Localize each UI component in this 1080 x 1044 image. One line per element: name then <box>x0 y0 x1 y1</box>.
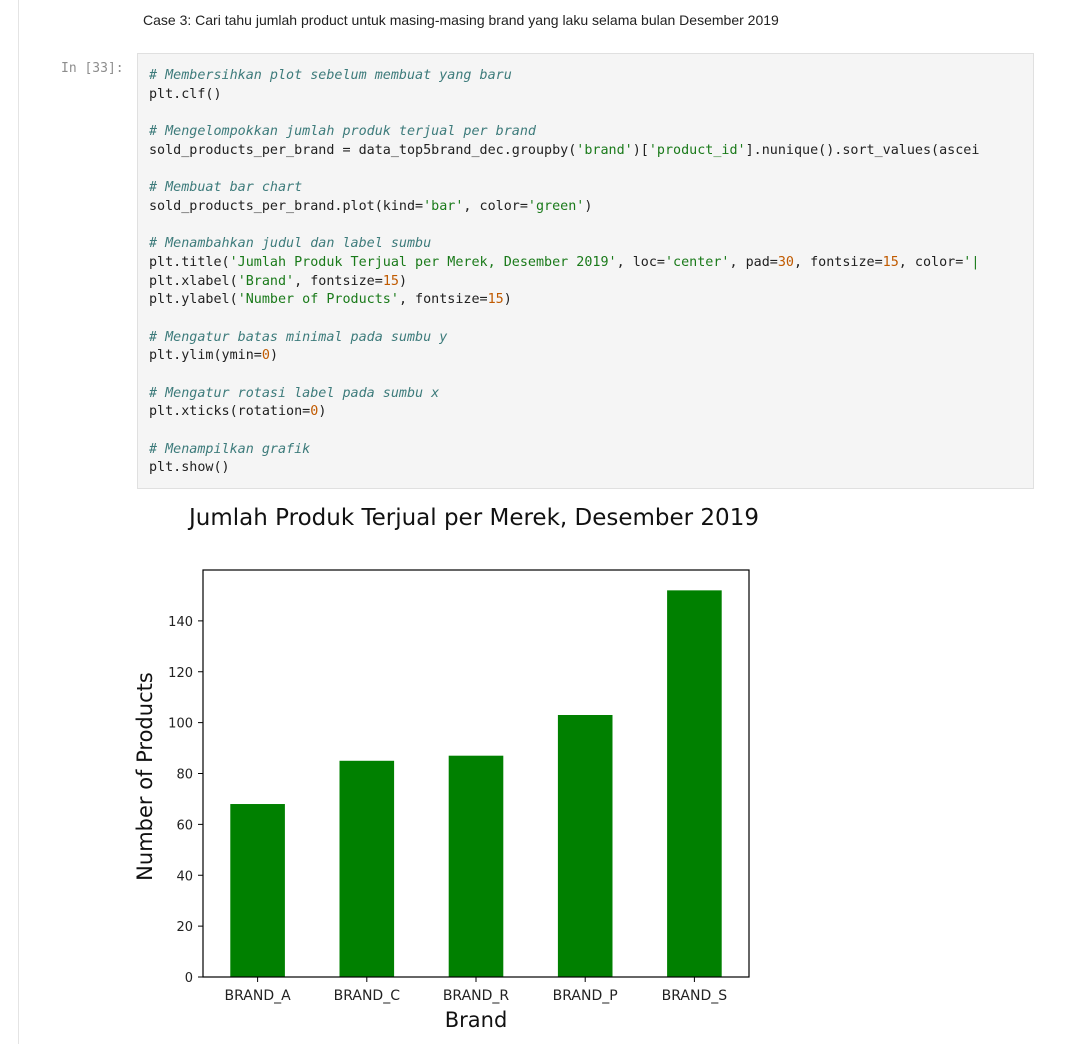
x-axis-label: Brand <box>445 1008 508 1032</box>
code-editor[interactable]: # Membersihkan plot sebelum membuat yang… <box>149 67 979 478</box>
code-comment: # Menambahkan judul dan label sumbu <box>149 236 431 251</box>
code-string: '| <box>963 255 979 270</box>
code-token: plt.title( <box>149 255 230 270</box>
code-string: 'Number of Products' <box>238 292 399 307</box>
code-line: plt.clf() <box>149 86 979 105</box>
code-line: plt.title('Jumlah Produk Terjual per Mer… <box>149 254 979 273</box>
code-line: # Mengatur batas minimal pada sumbu y <box>149 329 979 348</box>
code-token: ) <box>270 348 278 363</box>
code-token: plt.xlabel( <box>149 274 238 289</box>
code-token: , fontsize= <box>399 292 488 307</box>
y-tick-label: 40 <box>176 869 193 884</box>
code-token: ) <box>584 199 592 214</box>
code-comment: # Mengatur rotasi label pada sumbu x <box>149 386 439 401</box>
y-tick-label: 20 <box>176 920 193 935</box>
code-line: plt.xticks(rotation=0) <box>149 403 979 422</box>
code-string: 'product_id' <box>649 143 746 158</box>
code-string: 'center' <box>665 255 730 270</box>
code-token: plt.ylim(ymin= <box>149 348 262 363</box>
code-line: plt.ylabel('Number of Products', fontsiz… <box>149 291 979 310</box>
code-line: # Mengelompokkan jumlah produk terjual p… <box>149 123 979 142</box>
code-token: )[ <box>633 143 649 158</box>
x-tick-label: BRAND_S <box>662 988 728 1004</box>
code-number: 0 <box>262 348 270 363</box>
y-tick-label: 100 <box>168 717 193 732</box>
code-string: 'brand' <box>576 143 632 158</box>
y-axis-label: Number of Products <box>133 672 157 881</box>
code-token: , fontsize= <box>294 274 383 289</box>
x-tick-label: BRAND_R <box>443 988 510 1004</box>
code-line: plt.ylim(ymin=0) <box>149 347 979 366</box>
code-comment: # Membersihkan plot sebelum membuat yang… <box>149 68 512 83</box>
code-token: , color= <box>463 199 528 214</box>
code-blank-line <box>149 104 979 123</box>
code-string: 'Jumlah Produk Terjual per Merek, Desemb… <box>230 255 617 270</box>
code-string: 'bar' <box>423 199 463 214</box>
x-tick-label: BRAND_P <box>553 988 618 1004</box>
code-comment: # Menampilkan grafik <box>149 442 310 457</box>
code-blank-line <box>149 366 979 385</box>
code-line: # Membersihkan plot sebelum membuat yang… <box>149 67 979 86</box>
code-token: ) <box>318 404 326 419</box>
y-tick-label: 60 <box>176 818 193 833</box>
y-tick-label: 80 <box>176 768 193 783</box>
code-token: ].nunique().sort_values(ascei <box>746 143 980 158</box>
code-token: plt.ylabel( <box>149 292 238 307</box>
code-blank-line <box>149 217 979 236</box>
y-tick-label: 140 <box>168 615 193 630</box>
x-tick-label: BRAND_C <box>334 988 401 1004</box>
code-cell-input[interactable]: # Membersihkan plot sebelum membuat yang… <box>137 53 1034 489</box>
bar-brand_c <box>340 761 395 977</box>
code-token: , fontsize= <box>794 255 883 270</box>
code-line: sold_products_per_brand.plot(kind='bar',… <box>149 198 979 217</box>
code-number: 15 <box>383 274 399 289</box>
code-line: sold_products_per_brand = data_top5brand… <box>149 142 979 161</box>
code-comment: # Mengatur batas minimal pada sumbu y <box>149 330 447 345</box>
bar-brand_s <box>667 590 722 977</box>
code-line: # Menambahkan judul dan label sumbu <box>149 235 979 254</box>
code-blank-line <box>149 310 979 329</box>
code-string: 'Brand' <box>238 274 294 289</box>
code-line: # Membuat bar chart <box>149 179 979 198</box>
code-token: ) <box>504 292 512 307</box>
code-number: 15 <box>488 292 504 307</box>
bar-brand_p <box>558 715 613 977</box>
code-token: sold_products_per_brand = data_top5brand… <box>149 143 576 158</box>
code-blank-line <box>149 422 979 441</box>
code-line: # Menampilkan grafik <box>149 441 979 460</box>
y-tick-label: 0 <box>185 971 193 986</box>
x-tick-label: BRAND_A <box>225 988 292 1004</box>
code-line: plt.show() <box>149 459 979 478</box>
code-comment: # Membuat bar chart <box>149 180 302 195</box>
code-token: , loc= <box>617 255 665 270</box>
code-number: 15 <box>883 255 899 270</box>
code-token: , color= <box>899 255 964 270</box>
bar-brand_r <box>449 756 504 977</box>
code-string: 'green' <box>528 199 584 214</box>
code-blank-line <box>149 160 979 179</box>
code-token: plt.xticks(rotation= <box>149 404 310 419</box>
bar-brand_a <box>230 804 285 977</box>
code-line: plt.xlabel('Brand', fontsize=15) <box>149 273 979 292</box>
code-line: # Mengatur rotasi label pada sumbu x <box>149 385 979 404</box>
code-comment: # Mengelompokkan jumlah produk terjual p… <box>149 124 536 139</box>
markdown-cell-text: Case 3: Cari tahu jumlah product untuk m… <box>143 12 779 28</box>
chart-title: Jumlah Produk Terjual per Merek, Desembe… <box>187 505 759 531</box>
code-token: sold_products_per_brand.plot(kind= <box>149 199 423 214</box>
bar-chart: Jumlah Produk Terjual per Merek, Desembe… <box>0 490 1080 1044</box>
code-token: , pad= <box>729 255 777 270</box>
code-token: ) <box>399 274 407 289</box>
y-tick-label: 120 <box>168 666 193 681</box>
code-number: 30 <box>778 255 794 270</box>
cell-prompt: In [33]: <box>61 61 124 76</box>
